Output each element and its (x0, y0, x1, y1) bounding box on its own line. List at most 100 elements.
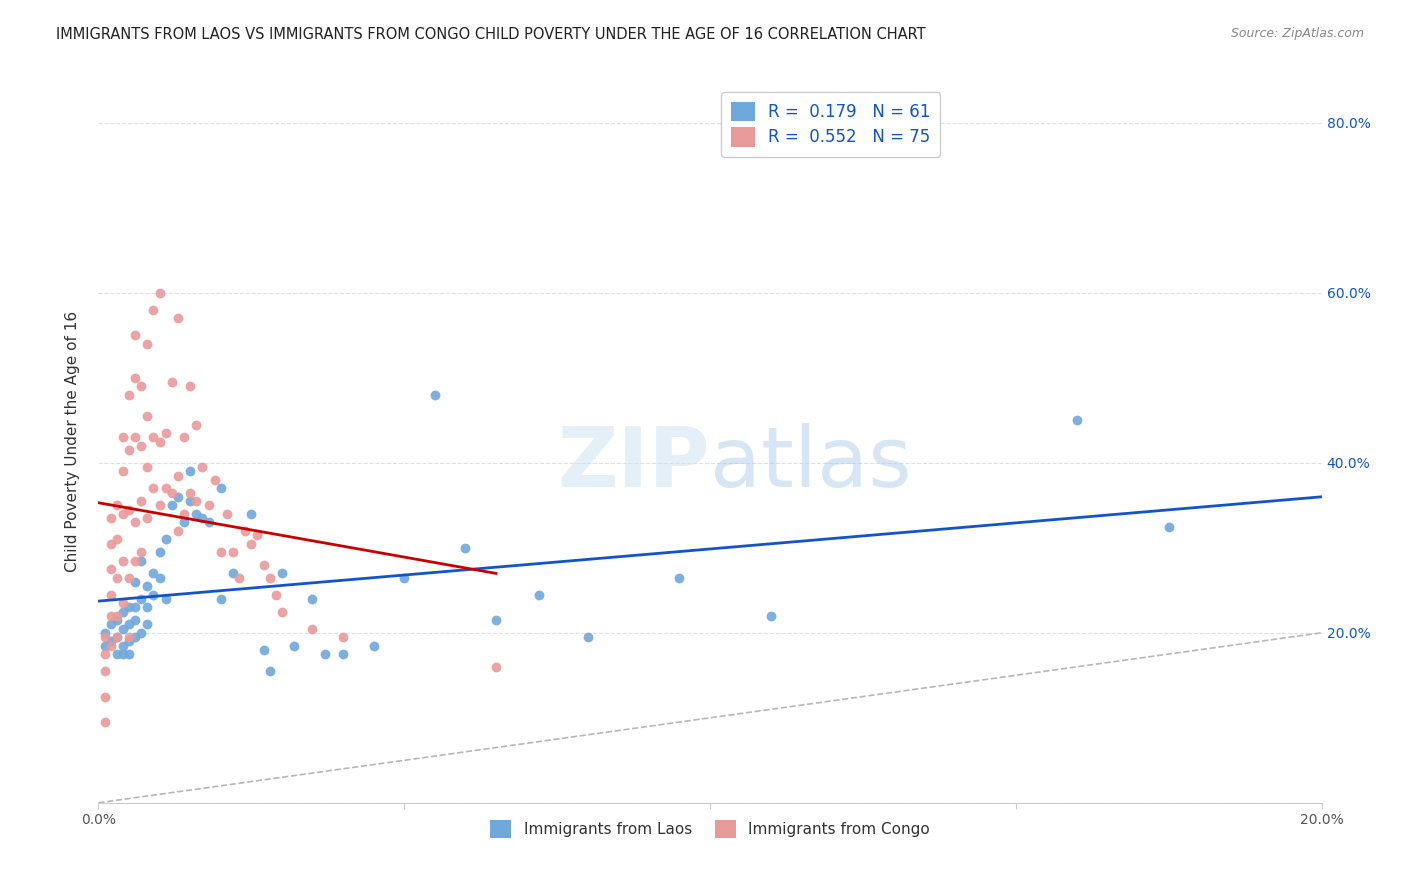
Point (186, 494, 208, 508)
Point (759, 608, 782, 623)
Point (111, 647, 134, 661)
Point (100, 562, 122, 576)
Point (149, 498, 172, 512)
Point (142, 588, 165, 602)
Point (124, 553, 146, 567)
Point (93, 664, 115, 678)
Point (423, 388, 446, 402)
Point (124, 430, 146, 444)
Point (283, 639, 305, 653)
Point (136, 617, 159, 632)
Point (222, 545, 245, 559)
Point (155, 481, 177, 495)
Point (173, 516, 195, 530)
Point (252, 558, 274, 572)
Point (233, 524, 256, 538)
Point (142, 302, 165, 317)
Point (240, 507, 263, 521)
Point (105, 608, 128, 623)
Point (118, 570, 141, 584)
Point (160, 485, 183, 500)
Point (576, 630, 599, 644)
Point (105, 570, 128, 584)
Point (93, 630, 115, 644)
Text: atlas: atlas (710, 423, 911, 504)
Point (454, 541, 477, 555)
Point (93, 647, 115, 661)
Point (136, 336, 159, 351)
Point (392, 570, 416, 584)
Point (111, 596, 134, 610)
Point (149, 545, 172, 559)
Point (142, 430, 165, 444)
Point (124, 328, 146, 343)
Point (118, 600, 141, 615)
Point (124, 613, 146, 627)
Point (124, 574, 146, 589)
Point (209, 591, 232, 606)
Point (100, 608, 122, 623)
Point (149, 570, 172, 584)
Point (167, 524, 190, 538)
Point (124, 516, 146, 530)
Point (93, 639, 115, 653)
Point (209, 545, 232, 559)
Point (240, 536, 263, 550)
Point (111, 464, 134, 478)
Point (149, 434, 172, 449)
Point (118, 443, 141, 458)
Point (136, 460, 159, 475)
Point (167, 311, 190, 326)
Point (111, 605, 134, 619)
Point (129, 591, 152, 606)
Text: ZIP: ZIP (558, 423, 710, 504)
Point (129, 553, 152, 567)
Point (118, 647, 141, 661)
Point (124, 371, 146, 385)
Point (93, 714, 115, 729)
Point (129, 545, 152, 559)
Point (363, 639, 385, 653)
Point (332, 630, 354, 644)
Point (136, 511, 159, 525)
Point (124, 630, 146, 644)
Point (228, 570, 250, 584)
Point (111, 507, 134, 521)
Point (129, 625, 152, 640)
Point (1157, 519, 1180, 533)
Point (124, 600, 146, 615)
Point (179, 485, 201, 500)
Point (142, 566, 165, 581)
Point (222, 566, 245, 581)
Point (270, 566, 292, 581)
Point (129, 379, 152, 393)
Point (118, 630, 141, 644)
Point (100, 588, 122, 602)
Point (167, 490, 190, 504)
Point (186, 417, 208, 432)
Point (186, 507, 208, 521)
Point (173, 430, 195, 444)
Point (118, 617, 141, 632)
Point (252, 642, 274, 657)
Point (100, 639, 122, 653)
Point (149, 285, 172, 300)
Point (129, 439, 152, 453)
Point (160, 498, 183, 512)
Point (142, 481, 165, 495)
Point (155, 591, 177, 606)
Point (111, 553, 134, 567)
Point (301, 591, 323, 606)
Point (191, 460, 214, 475)
Point (1066, 413, 1088, 427)
Point (118, 502, 141, 516)
Point (259, 570, 281, 584)
Point (136, 579, 159, 593)
Point (155, 425, 177, 440)
Point (105, 630, 128, 644)
Point (105, 647, 128, 661)
Point (179, 379, 201, 393)
Text: Source: ZipAtlas.com: Source: ZipAtlas.com (1230, 27, 1364, 40)
Point (215, 507, 238, 521)
Point (105, 613, 128, 627)
